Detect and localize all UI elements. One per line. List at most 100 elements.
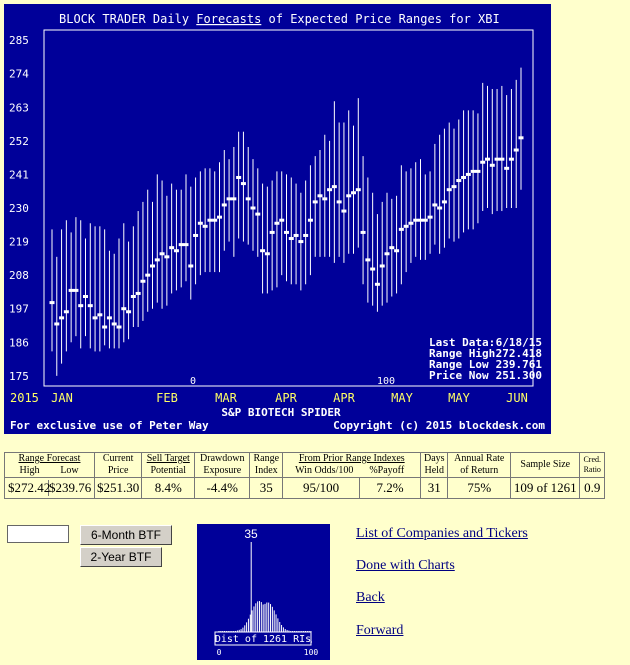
range-forecast-link[interactable]: Range Forecast — [18, 453, 81, 464]
payoff-cell: 7.2% — [358, 477, 422, 499]
price-marker — [178, 243, 184, 247]
high-header: High — [19, 465, 40, 476]
price-marker — [365, 258, 371, 262]
price-marker — [150, 264, 155, 268]
price-marker — [236, 175, 242, 179]
price-marker — [264, 252, 270, 256]
y-tick-label: 252 — [9, 135, 29, 148]
ticker-input[interactable] — [7, 525, 69, 543]
marker-100-label: 100 — [377, 376, 395, 387]
drawdown-cell: -4.4% — [194, 477, 251, 499]
forecasts-link[interactable]: Forecasts — [196, 12, 261, 26]
cred-ratio-header: Cred. Ratio — [579, 452, 606, 478]
price-marker — [331, 185, 337, 189]
y-tick-label: 197 — [9, 303, 29, 316]
price-marker — [307, 218, 313, 222]
histogram-bars — [218, 542, 312, 632]
marker-0-label: 0 — [190, 376, 196, 387]
price-marker — [288, 237, 294, 241]
price-marker — [140, 279, 146, 283]
range-forecast-values: $272.42$239.76 — [4, 477, 95, 499]
price-marker — [427, 215, 433, 219]
range-forecast-header: Range Forecast High Low — [4, 452, 95, 478]
price-marker — [97, 313, 103, 317]
price-marker — [193, 233, 199, 237]
price-marker — [116, 325, 122, 329]
price-marker — [475, 169, 481, 173]
price-marker — [374, 282, 380, 286]
y-tick-label: 285 — [9, 34, 29, 47]
price-marker — [169, 246, 175, 250]
y-tick-label: 230 — [9, 202, 29, 215]
days-held-header: Days Held — [420, 452, 449, 478]
price-marker — [485, 157, 490, 161]
win-odds-header: Win Odds/100 — [295, 465, 354, 476]
price-marker — [499, 157, 505, 161]
price-marker — [413, 218, 419, 222]
sample-size-cell: 109 of 1261 — [510, 477, 581, 499]
prior-indexes-link[interactable]: From Prior Range Indexes — [298, 453, 405, 464]
x-month-label: JAN — [51, 391, 73, 405]
range-index-histogram: 35 Dist of 1261 RIs 0 100 — [197, 524, 330, 660]
sample-size-header: Sample Size — [510, 452, 581, 478]
price-marker — [303, 233, 309, 237]
price-marker — [432, 203, 438, 207]
y-tick-label: 208 — [9, 269, 29, 282]
price-marker — [173, 249, 179, 253]
payoff-header: %Payoff — [369, 465, 405, 476]
price-marker — [102, 325, 108, 329]
stats-box: Last Data: 6/18/15 Range High 272.418 Ra… — [429, 336, 542, 382]
price-marker — [188, 264, 194, 268]
price-marker — [441, 200, 447, 204]
cred-ratio-cell: 0.9 — [579, 477, 606, 499]
range-index-header-2: Index — [254, 465, 278, 476]
x-month-label: MAR — [215, 391, 237, 405]
price-marker — [111, 322, 117, 326]
chart-title-prefix: BLOCK TRADER Daily — [59, 12, 196, 26]
price-marker — [63, 310, 69, 314]
current-price-header-1: Current — [102, 453, 134, 464]
price-marker — [92, 316, 98, 320]
price-marker — [226, 197, 232, 201]
drawdown-header: Drawdown Exposure — [194, 452, 251, 478]
six-month-btf-button[interactable]: 6-Month BTF — [80, 525, 172, 545]
price-marker — [59, 316, 65, 320]
histogram-x-min: 0 — [217, 648, 222, 657]
price-marker — [336, 200, 342, 204]
range-high-cell: $272.42 — [8, 480, 51, 496]
price-marker — [456, 179, 462, 183]
price-marker — [145, 273, 151, 277]
x-month-label: MAY — [448, 391, 470, 405]
price-marker — [379, 264, 385, 268]
annual-rate-header-1: Annual Rate — [454, 453, 505, 464]
back-link[interactable]: Back — [356, 590, 385, 605]
price-marker — [154, 258, 160, 262]
price-marker — [279, 218, 285, 222]
annual-rate-header-2: of Return — [460, 465, 499, 476]
price-marker — [202, 224, 208, 228]
forward-link[interactable]: Forward — [356, 623, 404, 638]
price-marker — [207, 218, 213, 222]
plot-frame — [43, 29, 534, 387]
sell-target-link[interactable]: Sell Target — [146, 453, 190, 464]
drawdown-header-2: Exposure — [203, 465, 242, 476]
price-marker — [269, 230, 275, 234]
x-axis-months: JAN FEB MAR APR APR MAY MAY JUN — [51, 391, 528, 405]
price-marker — [518, 136, 524, 140]
price-marker — [54, 322, 60, 326]
range-low-value: 239.761 — [496, 358, 543, 371]
price-marker — [437, 206, 443, 210]
price-marker — [327, 188, 333, 192]
price-marker — [221, 203, 227, 207]
x-month-label: MAY — [391, 391, 413, 405]
price-marker — [403, 224, 409, 228]
done-with-charts-link[interactable]: Done with Charts — [356, 558, 455, 573]
price-marker — [389, 246, 395, 250]
price-marker — [322, 197, 328, 201]
price-marker — [465, 172, 471, 176]
days-held-header-1: Days — [423, 453, 445, 464]
companies-tickers-link[interactable]: List of Companies and Tickers — [356, 526, 528, 541]
price-marker — [351, 191, 356, 195]
two-year-btf-button[interactable]: 2-Year BTF — [80, 547, 162, 567]
histogram-marker-value: 35 — [244, 527, 258, 541]
